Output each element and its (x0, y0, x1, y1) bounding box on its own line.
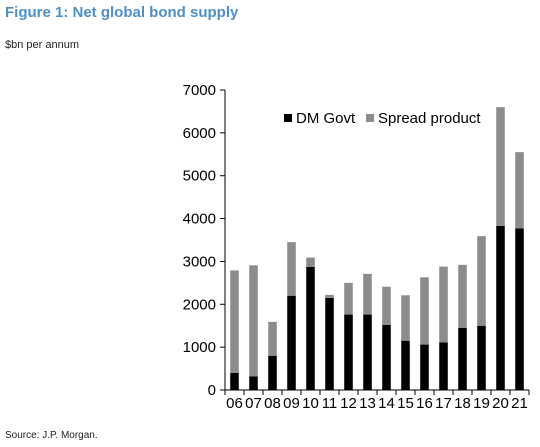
bar-spread-product-18 (458, 264, 467, 328)
y-tick-label: 0 (208, 382, 216, 399)
bar-dm-govt-15 (401, 340, 410, 390)
bar-spread-product-16 (420, 277, 429, 345)
bar-dm-govt-14 (382, 324, 391, 390)
bar-spread-product-12 (344, 282, 353, 315)
bar-dm-govt-21 (515, 228, 524, 390)
bar-dm-govt-10 (306, 267, 315, 390)
bar-dm-govt-18 (458, 327, 467, 390)
x-tick-label: 11 (322, 395, 338, 412)
legend-swatch-spread-product (366, 114, 374, 122)
x-tick-label: 18 (454, 395, 471, 412)
source-note: Source: J.P. Morgan. (5, 430, 98, 441)
bar-dm-govt-19 (477, 325, 486, 390)
bar-spread-product-06 (230, 270, 239, 373)
bar-spread-product-09 (287, 242, 296, 296)
bar-dm-govt-17 (439, 342, 448, 390)
x-tick-label: 14 (378, 395, 395, 412)
bar-spread-product-21 (515, 152, 524, 229)
y-tick-label: 5000 (183, 168, 216, 185)
bar-spread-product-20 (496, 107, 505, 226)
x-tick-label: 15 (397, 395, 414, 412)
bar-dm-govt-07 (249, 376, 258, 390)
bar-dm-govt-20 (496, 225, 505, 390)
bar-spread-product-10 (306, 257, 315, 267)
bar-spread-product-13 (363, 273, 372, 315)
bar-dm-govt-08 (268, 355, 277, 390)
y-tick-label: 3000 (183, 253, 216, 270)
y-tick-label: 7000 (183, 82, 216, 99)
bars-group (230, 107, 524, 390)
y-tick-label: 2000 (183, 296, 216, 313)
bar-spread-product-17 (439, 266, 448, 343)
bar-dm-govt-16 (420, 344, 429, 390)
bar-dm-govt-11 (325, 297, 334, 390)
bar-dm-govt-06 (230, 372, 239, 390)
bar-dm-govt-13 (363, 314, 372, 390)
y-tick-label: 6000 (183, 125, 216, 142)
x-tick-label: 19 (473, 395, 490, 412)
figure-title: Figure 1: Net global bond supply (5, 4, 239, 21)
y-tick-label: 1000 (183, 339, 216, 356)
legend-swatch-dm-govt (284, 114, 292, 122)
x-tick-label: 17 (435, 395, 452, 412)
x-tick-label: 06 (226, 395, 243, 412)
x-tick-label: 20 (492, 395, 509, 412)
y-tick-label: 4000 (183, 211, 216, 228)
x-tick-label: 08 (264, 395, 281, 412)
figure-subtitle: $bn per annum (5, 39, 79, 51)
bar-spread-product-14 (382, 286, 391, 325)
bar-spread-product-08 (268, 321, 277, 356)
bar-dm-govt-09 (287, 295, 296, 390)
x-tick-label: 16 (416, 395, 433, 412)
bar-spread-product-19 (477, 236, 486, 326)
legend-label-spread-product: Spread product (378, 110, 481, 127)
x-tick-label: 10 (302, 395, 319, 412)
bar-spread-product-11 (325, 294, 334, 298)
bar-spread-product-07 (249, 265, 258, 377)
x-tick-label: 12 (340, 395, 357, 412)
legend-label-dm-govt: DM Govt (296, 110, 356, 127)
bar-dm-govt-12 (344, 314, 353, 390)
legend: DM Govt Spread product (284, 110, 481, 127)
x-tick-label: 21 (511, 395, 528, 412)
x-tick-label: 13 (359, 395, 376, 412)
x-tick-label: 07 (245, 395, 262, 412)
bar-spread-product-15 (401, 295, 410, 341)
x-tick-label: 09 (283, 395, 300, 412)
